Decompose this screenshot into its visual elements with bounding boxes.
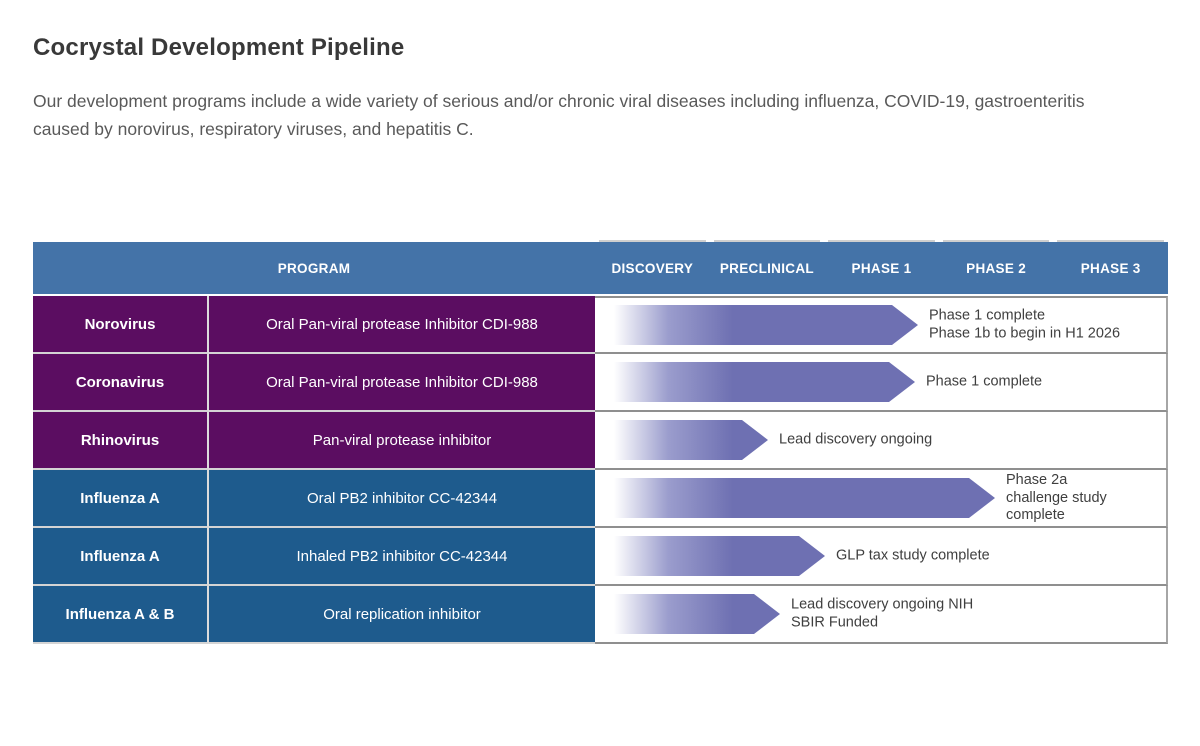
pipeline-row: Influenza A Inhaled PB2 inhibitor CC-423… <box>33 528 1168 586</box>
virus-label: Influenza A <box>80 547 160 565</box>
phase-header-row: DISCOVERY PRECLINICAL PHASE 1 PHASE 2 PH… <box>595 242 1168 294</box>
phase-header-phase3: PHASE 3 <box>1080 260 1141 276</box>
virus-label: Norovirus <box>84 315 156 333</box>
progress-arrow <box>608 594 780 634</box>
virus-label: Rhinovirus <box>80 431 160 449</box>
column-tick <box>828 240 935 242</box>
virus-label: Coronavirus <box>75 373 165 391</box>
status-annotation: GLP tax study complete <box>836 547 990 564</box>
phase-header-discovery: DISCOVERY <box>611 260 694 276</box>
program-cell: Oral PB2 inhibitor CC-42344 <box>209 470 595 528</box>
status-annotation: Phase 2a challenge study complete <box>1006 471 1107 523</box>
virus-cell: Influenza A <box>33 470 209 528</box>
column-ticks <box>595 240 1168 242</box>
progress-arrow <box>608 478 995 518</box>
pipeline-rows: Norovirus Oral Pan-viral protease Inhibi… <box>33 296 1168 644</box>
phase-header-phase1: PHASE 1 <box>851 260 912 276</box>
phase-track: Phase 2a challenge study complete <box>595 470 1168 528</box>
pipeline-row: Coronavirus Oral Pan-viral protease Inhi… <box>33 354 1168 412</box>
column-tick <box>599 240 706 242</box>
program-header-cell: PROGRAM <box>277 260 351 276</box>
pipeline-row: Influenza A Oral PB2 inhibitor CC-42344 … <box>33 470 1168 528</box>
program-label: Oral Pan-viral protease Inhibitor CDI-98… <box>266 373 538 391</box>
phase-track: Lead discovery ongoing NIH SBIR Funded <box>595 586 1168 644</box>
pipeline-row: Rhinovirus Pan-viral protease inhibitor … <box>33 412 1168 470</box>
pipeline-table: PROGRAM DISCOVERY PRECLINICAL PHASE 1 PH… <box>33 240 1168 644</box>
pipeline-row: Influenza A & B Oral replication inhibit… <box>33 586 1168 644</box>
status-annotation: Phase 1 complete Phase 1b to begin in H1… <box>929 307 1121 342</box>
table-header: PROGRAM DISCOVERY PRECLINICAL PHASE 1 PH… <box>33 242 1168 294</box>
virus-cell: Influenza A <box>33 528 209 586</box>
phase-header-phase2: PHASE 2 <box>966 260 1027 276</box>
virus-cell: Coronavirus <box>33 354 209 412</box>
phase-track: Phase 1 complete Phase 1b to begin in H1… <box>595 296 1168 354</box>
column-tick <box>713 240 821 242</box>
column-tick <box>1057 240 1164 242</box>
program-cell: Oral Pan-viral protease Inhibitor CDI-98… <box>209 354 595 412</box>
progress-arrow <box>608 420 768 460</box>
virus-cell: Rhinovirus <box>33 412 209 470</box>
program-label: Pan-viral protease inhibitor <box>312 431 492 449</box>
program-label: Oral Pan-viral protease Inhibitor CDI-98… <box>266 315 538 333</box>
program-cell: Oral replication inhibitor <box>209 586 595 644</box>
status-annotation: Phase 1 complete <box>926 373 1043 390</box>
virus-label: Influenza A & B <box>65 605 175 623</box>
program-cell: Inhaled PB2 inhibitor CC-42344 <box>209 528 595 586</box>
page-title: Cocrystal Development Pipeline <box>33 34 405 61</box>
virus-cell: Norovirus <box>33 296 209 354</box>
status-annotation: Lead discovery ongoing NIH SBIR Funded <box>791 596 974 631</box>
intro-text: Our development programs include a wide … <box>33 91 1085 139</box>
progress-arrow <box>608 305 918 345</box>
phase-track: Lead discovery ongoing <box>595 412 1168 470</box>
virus-label: Influenza A <box>80 489 160 507</box>
column-tick <box>942 240 1050 242</box>
program-label: Oral PB2 inhibitor CC-42344 <box>306 489 498 507</box>
progress-arrow <box>608 536 825 576</box>
progress-arrow <box>608 362 915 402</box>
phase-track: GLP tax study complete <box>595 528 1168 586</box>
virus-cell: Influenza A & B <box>33 586 209 644</box>
page: Cocrystal Development Pipeline Our devel… <box>0 34 1200 746</box>
phase-header-preclinical: PRECLINICAL <box>719 260 814 276</box>
program-cell: Pan-viral protease inhibitor <box>209 412 595 470</box>
program-label: Inhaled PB2 inhibitor CC-42344 <box>296 547 508 565</box>
status-annotation: Lead discovery ongoing <box>779 431 933 448</box>
program-label: Oral replication inhibitor <box>323 605 481 623</box>
pipeline-row: Norovirus Oral Pan-viral protease Inhibi… <box>33 296 1168 354</box>
program-cell: Oral Pan-viral protease Inhibitor CDI-98… <box>209 296 595 354</box>
phase-track: Phase 1 complete <box>595 354 1168 412</box>
